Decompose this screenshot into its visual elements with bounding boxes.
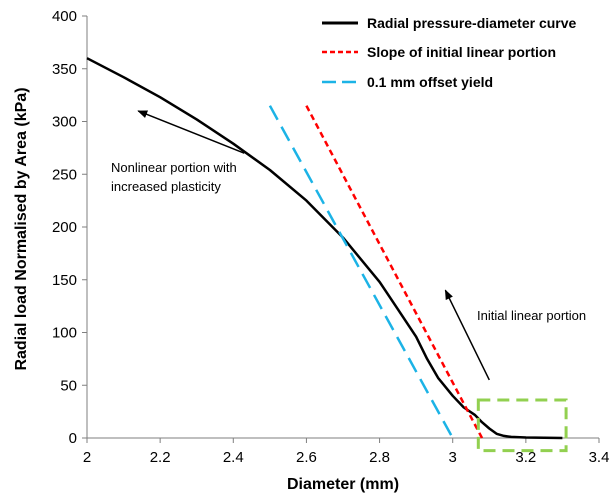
annotation-arrow xyxy=(444,289,490,381)
annotation-arrow xyxy=(137,110,245,154)
annotation-text: Nonlinear portion with xyxy=(111,160,237,175)
y-tick-label: 350 xyxy=(52,61,77,78)
y-tick-label: 400 xyxy=(52,8,77,25)
x-tick-label: 3.2 xyxy=(515,449,536,466)
x-tick-label: 2.6 xyxy=(296,449,317,466)
highlight-box xyxy=(476,398,568,453)
x-tick-label: 2.2 xyxy=(150,449,171,466)
highlight-rectangle xyxy=(476,398,568,453)
axes xyxy=(86,16,599,439)
y-tick-label: 50 xyxy=(60,377,77,394)
y-tick-label: 300 xyxy=(52,114,77,131)
series-line-curve xyxy=(86,57,563,440)
ticks: 2 2.2 2.4 2.6 2.8 3 3.2 3.4 0 50 100 150 200 250 300 35… xyxy=(52,8,609,466)
y-tick-label: 150 xyxy=(52,272,77,289)
annotation-text: Initial linear portion xyxy=(477,308,586,323)
legend-label-curve: Radial pressure-diameter curve xyxy=(367,15,577,31)
series xyxy=(86,57,563,440)
x-tick-label: 3 xyxy=(449,449,457,466)
x-tick-label: 2.8 xyxy=(369,449,390,466)
legend-label-offset: 0.1 mm offset yield xyxy=(367,74,493,90)
y-tick-label: 0 xyxy=(69,430,77,447)
y-tick-label: 100 xyxy=(52,325,77,342)
legend-label-slope: Slope of initial linear portion xyxy=(367,44,556,60)
series-line-offset xyxy=(268,105,454,439)
x-tick-label: 2 xyxy=(83,449,91,466)
y-tick-label: 200 xyxy=(52,219,77,236)
x-tick-label: 2.4 xyxy=(223,449,244,466)
y-axis-title: Radial load Normalised by Area (kPa) xyxy=(13,87,30,370)
annotations: Nonlinear portion with increased plastici… xyxy=(111,110,586,381)
y-tick-label: 250 xyxy=(52,166,77,183)
legend: Radial pressure-diameter curve Slope of … xyxy=(322,15,577,90)
series-line-slope xyxy=(305,105,484,439)
x-axis-title: Diameter (mm) xyxy=(287,476,399,493)
x-tick-label: 3.4 xyxy=(589,449,610,466)
annotation-text: increased plasticity xyxy=(111,179,221,194)
